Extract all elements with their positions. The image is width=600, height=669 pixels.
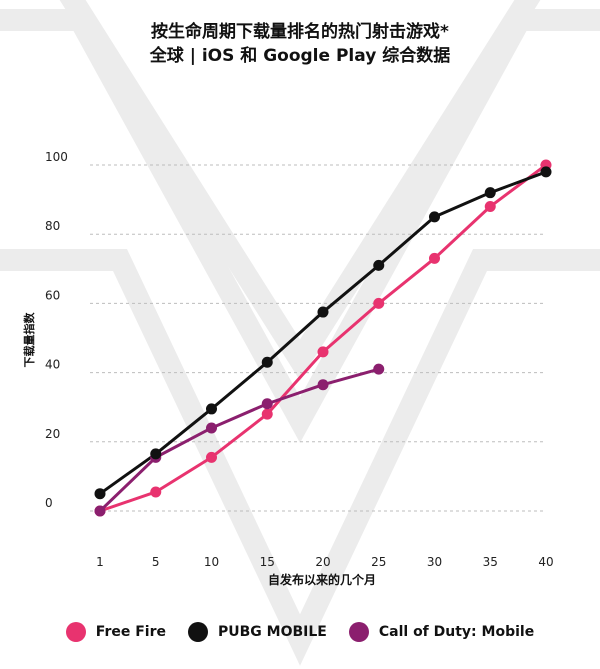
- data-point: [429, 253, 440, 264]
- x-tick-label: 20: [315, 555, 330, 569]
- y-tick-label: 0: [45, 496, 53, 510]
- series-line: [100, 172, 546, 494]
- y-tick-label: 60: [45, 288, 60, 302]
- x-tick-label: 1: [96, 555, 104, 569]
- legend-label: Call of Duty: Mobile: [379, 624, 534, 640]
- legend-item: Call of Duty: Mobile: [349, 622, 534, 642]
- data-point: [373, 260, 384, 271]
- series-line: [100, 369, 379, 511]
- legend-marker: [349, 622, 369, 642]
- legend-marker: [188, 622, 208, 642]
- data-point: [206, 422, 217, 433]
- data-point: [206, 403, 217, 414]
- legend-marker: [66, 622, 86, 642]
- y-tick-label: 100: [45, 150, 68, 164]
- data-point: [318, 307, 329, 318]
- data-point: [150, 486, 161, 497]
- x-tick-label: 15: [260, 555, 275, 569]
- x-tick-label: 40: [538, 555, 553, 569]
- data-point: [429, 211, 440, 222]
- data-point: [373, 298, 384, 309]
- chart-legend: Free Fire PUBG MOBILE Call of Duty: Mobile: [0, 622, 600, 642]
- data-point: [485, 201, 496, 212]
- data-point: [318, 346, 329, 357]
- y-tick-label: 40: [45, 358, 60, 372]
- data-point: [150, 448, 161, 459]
- data-point: [485, 187, 496, 198]
- data-point: [262, 409, 273, 420]
- legend-label: Free Fire: [96, 624, 166, 640]
- data-point: [95, 506, 106, 517]
- data-point: [373, 364, 384, 375]
- series-line: [100, 165, 546, 511]
- data-point: [95, 488, 106, 499]
- x-tick-label: 5: [152, 555, 160, 569]
- legend-item: Free Fire: [66, 622, 166, 642]
- y-tick-label: 20: [45, 427, 60, 441]
- y-axis-title: 下载量指数: [22, 312, 36, 368]
- legend-item: PUBG MOBILE: [188, 622, 327, 642]
- x-tick-label: 35: [483, 555, 498, 569]
- x-tick-label: 10: [204, 555, 219, 569]
- y-tick-label: 80: [45, 219, 60, 233]
- legend-label: PUBG MOBILE: [218, 624, 327, 640]
- data-point: [318, 379, 329, 390]
- x-tick-label: 25: [371, 555, 386, 569]
- data-point: [262, 398, 273, 409]
- data-point: [206, 452, 217, 463]
- data-point: [541, 166, 552, 177]
- x-tick-label: 30: [427, 555, 442, 569]
- data-point: [262, 357, 273, 368]
- x-axis-title: 自发布以来的几个月: [268, 572, 376, 587]
